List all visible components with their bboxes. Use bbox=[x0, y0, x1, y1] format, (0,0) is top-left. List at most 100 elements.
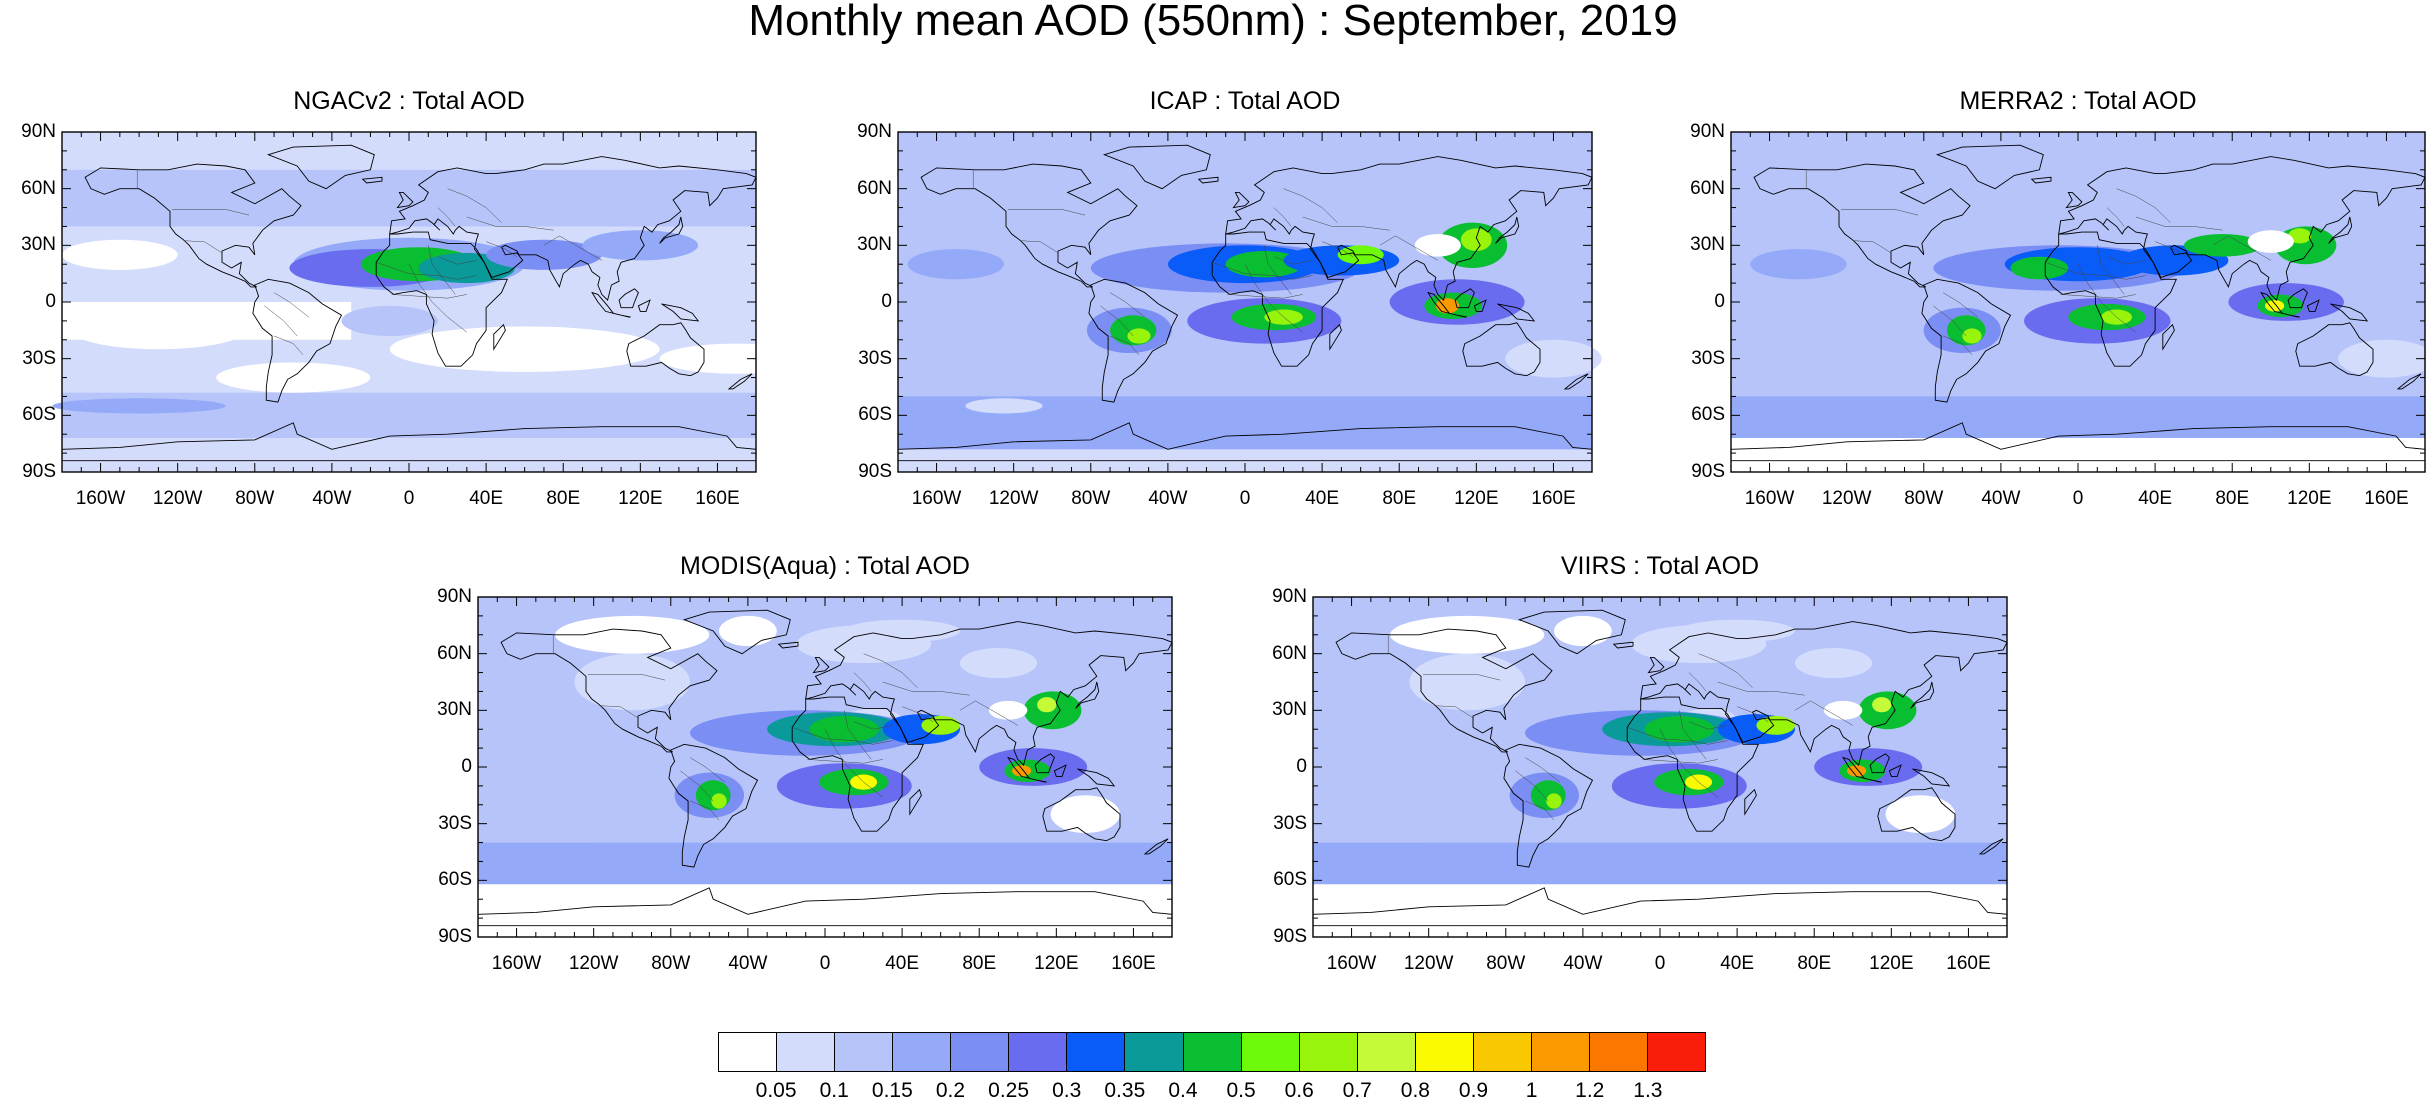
colorbar-label: 0.5 bbox=[1226, 1079, 1256, 1102]
panel-title: VIIRS : Total AOD bbox=[1560, 552, 1760, 580]
lon-label: 40W bbox=[1563, 953, 1603, 974]
lon-label: 40W bbox=[728, 953, 768, 974]
map-plot-area bbox=[477, 596, 1173, 938]
colorbar-swatch bbox=[1067, 1033, 1126, 1071]
colorbar-swatch bbox=[719, 1033, 778, 1071]
lon-label: 160W bbox=[911, 488, 962, 509]
lat-label: 30S bbox=[1273, 812, 1307, 834]
colorbar-swatch bbox=[1589, 1033, 1648, 1071]
lon-label: 0 bbox=[2072, 488, 2084, 509]
lon-label: 0 bbox=[403, 488, 415, 509]
lat-label: 0 bbox=[1714, 291, 1725, 312]
colorbar-swatch bbox=[1648, 1033, 1706, 1071]
map-plot-area bbox=[897, 131, 1602, 473]
lat-label: 90N bbox=[1690, 121, 1725, 142]
lat-label: 30N bbox=[21, 234, 56, 256]
lat-label: 90N bbox=[21, 121, 56, 142]
lon-label: 160W bbox=[491, 953, 542, 974]
panel-title: ICAP : Total AOD bbox=[1149, 87, 1341, 115]
lon-label: 80W bbox=[1071, 488, 1111, 509]
lat-label: 30N bbox=[437, 699, 472, 721]
lat-label: 90S bbox=[438, 926, 472, 947]
lat-label: 30S bbox=[22, 347, 56, 369]
lat-label: 60S bbox=[438, 869, 472, 891]
colorbar-label: 0.4 bbox=[1168, 1079, 1198, 1102]
lon-label: 120W bbox=[988, 488, 1039, 509]
lon-label: 160E bbox=[1531, 488, 1576, 509]
lon-label: 160E bbox=[1111, 953, 1156, 974]
lat-label: 60N bbox=[1272, 642, 1307, 664]
lat-label: 30N bbox=[1690, 234, 1725, 256]
colorbar-swatch bbox=[1415, 1033, 1474, 1071]
lat-label: 90S bbox=[1691, 461, 1725, 482]
lon-label: 40E bbox=[1305, 488, 1340, 509]
colorbar-label: 0.2 bbox=[935, 1079, 966, 1102]
lat-label: 0 bbox=[461, 756, 472, 777]
panel-title: MERRA2 : Total AOD bbox=[1959, 87, 2197, 115]
colorbar-label: 0.15 bbox=[871, 1079, 913, 1102]
colorbar-label: 0.05 bbox=[755, 1079, 797, 1102]
lon-label: 80E bbox=[2215, 488, 2250, 509]
panel-merra2: MERRA2 : Total AOD 90N 60N 30N 0 30S 60S 90S 16… bbox=[1690, 87, 2426, 509]
lon-label: 160W bbox=[75, 488, 126, 509]
panel-title: NGACv2 : Total AOD bbox=[293, 87, 525, 115]
lat-label: 90S bbox=[858, 461, 892, 482]
lon-label: 80W bbox=[235, 488, 275, 509]
colorbar-label: 0.7 bbox=[1342, 1079, 1372, 1102]
lat-label: 30S bbox=[1691, 347, 1725, 369]
lat-label: 30S bbox=[438, 812, 472, 834]
colorbar-swatch bbox=[1241, 1033, 1300, 1071]
colorbar-swatch bbox=[951, 1033, 1010, 1071]
colorbar-swatch bbox=[1473, 1033, 1532, 1071]
lon-label: 80E bbox=[1797, 953, 1832, 974]
colorbar-label: 0.8 bbox=[1400, 1079, 1430, 1102]
colorbar-label: 1.2 bbox=[1575, 1079, 1605, 1102]
lat-label: 90S bbox=[1273, 926, 1307, 947]
lon-label: 120E bbox=[1034, 953, 1079, 974]
panel-modis: MODIS(Aqua) : Total AOD 90N 60N 30N 0 30S 60S… bbox=[437, 552, 1173, 974]
lat-label: 60N bbox=[1690, 177, 1725, 199]
colorbar-swatch bbox=[1357, 1033, 1416, 1071]
lat-label: 90N bbox=[437, 586, 472, 607]
lon-label: 120E bbox=[1454, 488, 1499, 509]
lon-label: 80E bbox=[962, 953, 997, 974]
lon-label: 120E bbox=[2287, 488, 2332, 509]
lon-label: 80W bbox=[651, 953, 691, 974]
lat-label: 0 bbox=[1296, 756, 1307, 777]
lon-label: 160E bbox=[2364, 488, 2409, 509]
lon-label: 160W bbox=[1744, 488, 1795, 509]
lon-label: 120W bbox=[1821, 488, 1872, 509]
lat-label: 0 bbox=[881, 291, 892, 312]
lon-label: 40W bbox=[1981, 488, 2021, 509]
panel-icap: ICAP : Total AOD 90N 60N 30N 0 30S 60S 90S 160W… bbox=[857, 87, 1602, 509]
colorbar-label: 0.6 bbox=[1284, 1079, 1314, 1102]
lon-label: 160E bbox=[695, 488, 740, 509]
map-plot-area bbox=[52, 131, 814, 473]
panel-ngacv2: NGACv2 : Total AOD 90N 60N 30N 0 30S 60S 90S 16… bbox=[21, 87, 814, 509]
lat-label: 90N bbox=[857, 121, 892, 142]
lon-label: 40E bbox=[1720, 953, 1755, 974]
colorbar-swatch bbox=[835, 1033, 894, 1071]
colorbar-swatch bbox=[1299, 1033, 1358, 1071]
lat-label: 60N bbox=[437, 642, 472, 664]
lon-label: 80E bbox=[1382, 488, 1417, 509]
lon-label: 80E bbox=[546, 488, 581, 509]
lat-label: 30S bbox=[858, 347, 892, 369]
colorbar-swatch bbox=[777, 1033, 836, 1071]
lon-label: 120E bbox=[618, 488, 663, 509]
lon-label: 80W bbox=[1486, 953, 1526, 974]
main-title: Monthly mean AOD (550nm) : September, 20… bbox=[748, 0, 1678, 45]
colorbar-swatch bbox=[1009, 1033, 1068, 1071]
lon-label: 120E bbox=[1869, 953, 1914, 974]
lon-label: 80W bbox=[1904, 488, 1944, 509]
lat-label: 60N bbox=[21, 177, 56, 199]
lon-label: 40W bbox=[312, 488, 352, 509]
colorbar bbox=[718, 1032, 1706, 1072]
lat-label: 30N bbox=[857, 234, 892, 256]
lon-label: 120W bbox=[1403, 953, 1454, 974]
colorbar-label: 1.3 bbox=[1633, 1079, 1663, 1102]
colorbar-swatch bbox=[893, 1033, 952, 1071]
lon-label: 160E bbox=[1946, 953, 1991, 974]
lat-label: 60N bbox=[857, 177, 892, 199]
panel-title: MODIS(Aqua) : Total AOD bbox=[680, 552, 970, 580]
